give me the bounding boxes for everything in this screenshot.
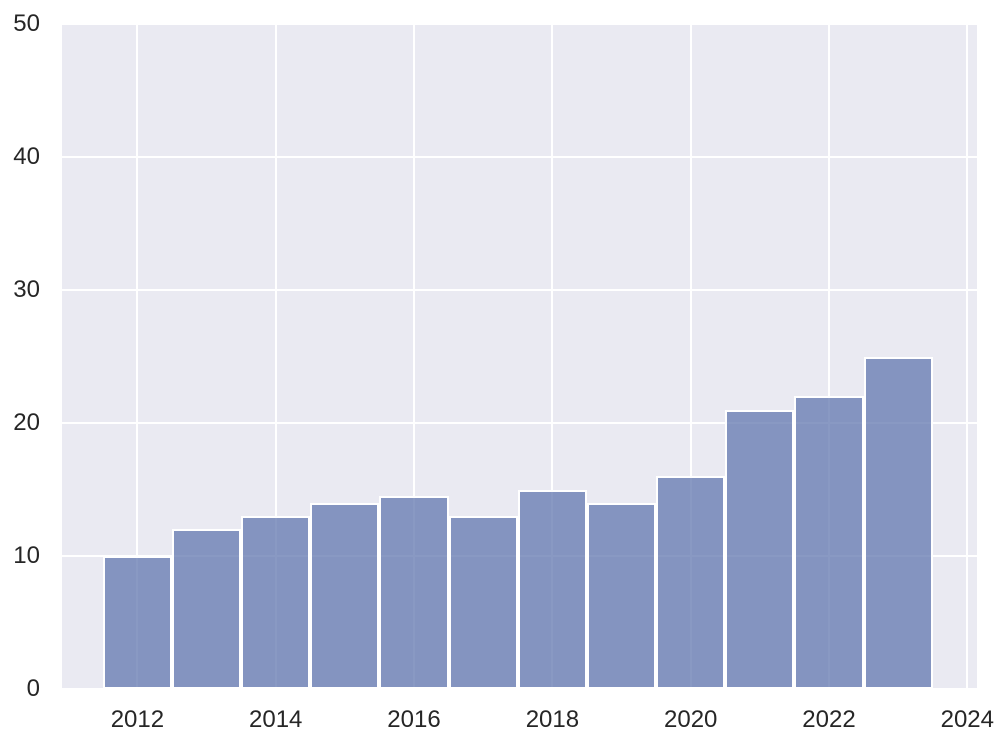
y-tick-label-10: 10 <box>13 542 40 569</box>
y-tick-label-30: 30 <box>13 276 40 303</box>
gridline-x-2014 <box>275 24 277 689</box>
y-tick-label-50: 50 <box>13 10 40 37</box>
bar-2022 <box>794 396 864 689</box>
gridline-x-2018 <box>551 24 553 689</box>
bar-2023 <box>863 356 933 689</box>
gridline-x-2016 <box>413 24 415 689</box>
gridline-x-2022 <box>828 24 830 689</box>
bar-2017 <box>448 516 518 689</box>
bar-2013 <box>172 529 242 689</box>
plot-area <box>62 24 977 689</box>
bar-2015 <box>310 502 380 689</box>
y-tick-label-40: 40 <box>13 143 40 170</box>
x-tick-label-2024: 2024 <box>940 706 994 733</box>
gridline-x-2024 <box>966 24 968 689</box>
x-tick-label-2022: 2022 <box>802 706 856 733</box>
y-tick-label-20: 20 <box>13 409 40 436</box>
x-tick-label-2012: 2012 <box>110 706 165 733</box>
x-tick-label-2020: 2020 <box>663 706 718 733</box>
bar-2018 <box>517 489 587 689</box>
x-tick-label-2016: 2016 <box>387 706 441 733</box>
bar-2019 <box>586 502 657 689</box>
x-tick-label-2014: 2014 <box>248 706 303 733</box>
bar-2016 <box>379 496 449 689</box>
gridline-y-50 <box>62 24 977 25</box>
bar-2012 <box>102 556 172 689</box>
y-tick-label-0: 0 <box>26 675 40 702</box>
bar-2021 <box>725 409 795 689</box>
bar-2020 <box>656 476 726 689</box>
gridline-y-30 <box>62 289 977 291</box>
bar-2014 <box>241 516 311 689</box>
gridline-y-40 <box>62 156 977 158</box>
x-tick-label-2018: 2018 <box>525 706 580 733</box>
gridline-x-2020 <box>690 24 692 689</box>
gridline-x-2012 <box>136 24 138 689</box>
gridline-y-20 <box>62 422 977 424</box>
